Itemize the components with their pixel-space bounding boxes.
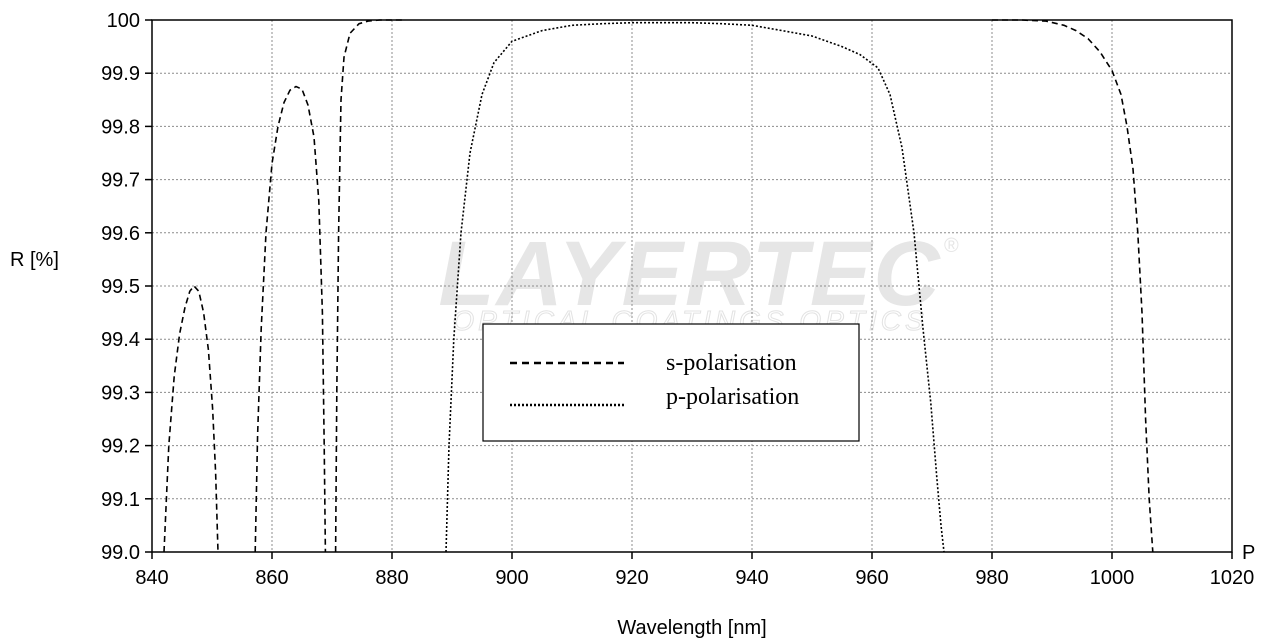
legend-box [482,323,860,442]
x-tick-label: 1020 [1210,567,1255,589]
x-axis-end-marker: P [1242,542,1255,564]
series-line-s-polarisation-1 [254,85,327,553]
x-ticks: 840 860 880 900 920 940 960 980 1000 1020 [135,552,1254,589]
y-tick-label: 99.3 [101,382,140,404]
y-tick-label: 99.7 [101,170,140,192]
grid [152,20,1232,552]
y-tick-label: 99.1 [101,489,140,511]
x-tick-label: 1000 [1090,567,1135,589]
y-tick-label: 99.0 [101,542,140,564]
x-tick-label: 840 [135,567,168,589]
x-axis-label: Wavelength [nm] [617,617,766,638]
x-tick-label: 880 [375,567,408,589]
y-ticks: 99.0 99.1 99.2 99.3 99.4 99.5 99.6 99.7 99.8 99.9… [101,10,152,564]
y-tick-label: 99.9 [101,63,140,85]
y-tick-label: 99.4 [101,329,140,351]
watermark-logo-text: LAYERTEC [438,223,941,325]
legend: s-polarisation p-polarisation [482,323,860,442]
watermark: LAYERTEC OPTICAL COATINGS OPTICS ® [438,223,959,337]
y-tick-label: 99.6 [101,223,140,245]
series-line-s-polarisation-0 [163,284,219,553]
x-tick-label: 940 [735,567,768,589]
y-axis-label: R [%] [10,249,59,271]
x-tick-label: 960 [855,567,888,589]
x-tick-label: 980 [975,567,1008,589]
y-tick-label: 99.2 [101,436,140,458]
legend-label-s-polarisation: s-polarisation [666,350,797,376]
y-tick-label: 99.5 [101,276,140,298]
y-tick-label: 99.8 [101,116,140,138]
watermark-registered-mark: ® [944,235,959,257]
x-tick-label: 860 [255,567,288,589]
series-line-s-polarisation-long-band-0 [992,19,1154,553]
x-tick-label: 900 [495,567,528,589]
curves [163,19,1154,553]
x-tick-label: 920 [615,567,648,589]
legend-label-p-polarisation: p-polarisation [666,384,799,410]
y-tick-label: 100 [107,10,140,32]
series-line-p-polarisation-0 [445,21,945,553]
